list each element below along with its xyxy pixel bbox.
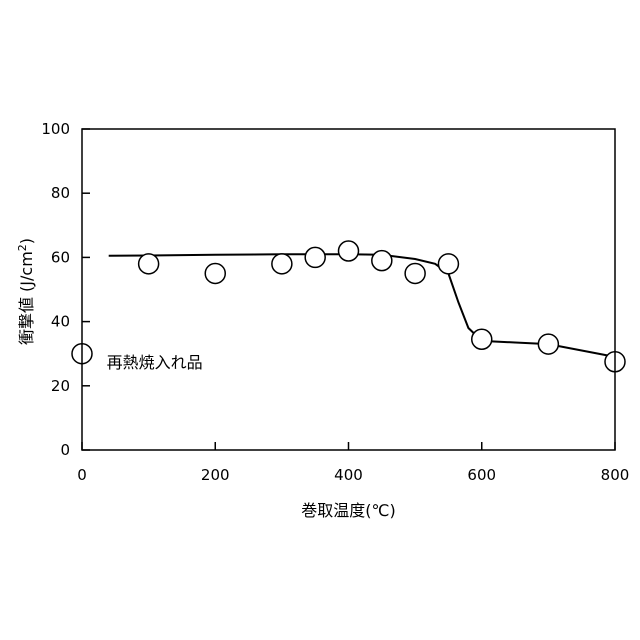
data-point <box>472 329 492 349</box>
y-tick-label: 40 <box>51 313 70 331</box>
x-tick-label: 0 <box>77 466 87 484</box>
plot-area-frame <box>82 129 615 450</box>
y-tick-label: 20 <box>51 377 70 395</box>
data-point <box>139 254 159 274</box>
y-axis-label: 衝撃値 (J/cm2) <box>16 238 36 345</box>
x-tick-label: 600 <box>467 466 496 484</box>
data-points <box>72 241 625 372</box>
x-tick-label: 200 <box>201 466 230 484</box>
data-point <box>438 254 458 274</box>
y-axis-label-superscript: 2 <box>16 244 29 251</box>
data-point <box>272 254 292 274</box>
x-axis-label: 巻取温度(℃) <box>301 501 395 520</box>
data-point <box>305 247 325 267</box>
data-point <box>205 263 225 283</box>
y-axis-label-main: 衝撃値 (J/cm <box>17 251 36 345</box>
data-point <box>538 334 558 354</box>
x-axis-ticks: 0 200 400 600 800 <box>77 442 629 484</box>
x-tick-label: 800 <box>601 466 630 484</box>
y-tick-label: 100 <box>41 120 70 138</box>
data-point <box>405 263 425 283</box>
data-point <box>339 241 359 261</box>
y-tick-label: 80 <box>51 184 70 202</box>
data-point <box>372 251 392 271</box>
annotation-reheat-quenched: 再熱焼入れ品 <box>107 353 203 372</box>
y-axis-label-close: ) <box>17 238 36 244</box>
y-tick-label: 60 <box>51 248 70 266</box>
x-tick-label: 400 <box>334 466 363 484</box>
y-tick-label: 0 <box>60 441 70 459</box>
